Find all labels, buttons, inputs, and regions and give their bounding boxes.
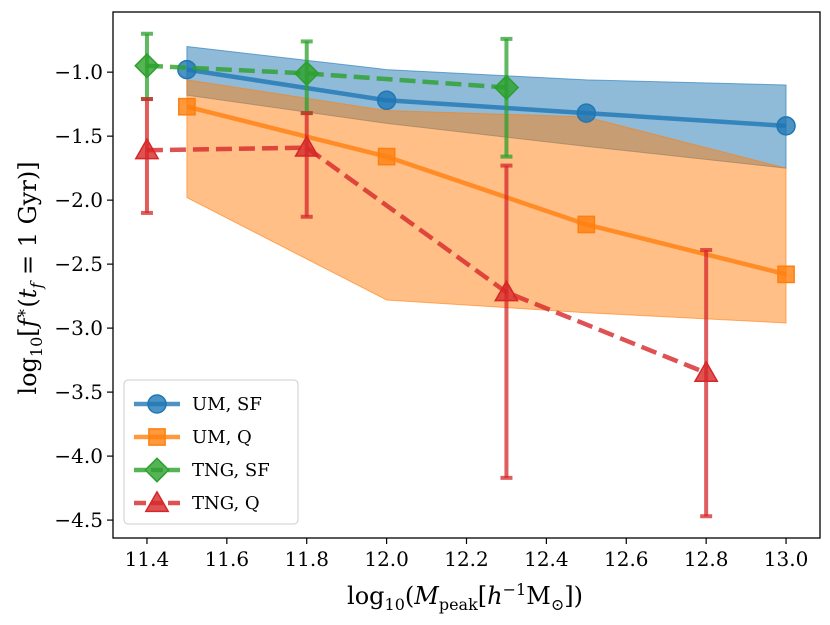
series-tng-q [134, 97, 719, 519]
marker-tng-sf [134, 52, 160, 79]
legend-label: TNG, Q [192, 493, 260, 514]
legend-marker [144, 490, 170, 513]
svg-text:log10(Mpeak[h−1M⊙]): log10(Mpeak[h−1M⊙]) [347, 580, 583, 614]
y-tick-label: −3.0 [54, 316, 103, 340]
legend-frame [123, 379, 299, 525]
y-tick-label: −2.5 [54, 252, 103, 276]
x-tick-label: 11.4 [125, 547, 170, 571]
marker-tng-sf [293, 60, 320, 87]
marker-tng-q [693, 360, 719, 383]
marker-um-q [577, 215, 596, 234]
marker-tng-sf [493, 74, 520, 101]
marker-um-sf [576, 103, 597, 123]
series-line-um-sf [186, 67, 787, 129]
x-tick-label: 11.8 [284, 547, 329, 571]
marker-tng-q [493, 279, 519, 302]
legend: UM, SF UM, Q TNG, SF TNG, Q [123, 379, 299, 525]
errorbar-tng-q [500, 163, 513, 480]
y-axis-label: log10[f∗(tf = 1 Gyr)] [12, 161, 46, 394]
y-tick-label: −3.5 [54, 380, 103, 404]
y-tick-label: −4.0 [54, 444, 103, 468]
y-tick-label: −1.5 [54, 124, 103, 148]
series-line-um-q [186, 104, 787, 277]
series-um-sf [177, 59, 796, 136]
x-tick-label: 13.0 [764, 547, 809, 571]
x-tick-label: 12.0 [364, 547, 409, 571]
x-tick-label: 12.6 [604, 547, 649, 571]
series-line-tng-sf [146, 63, 507, 90]
series-layer [134, 31, 796, 519]
x-tick-label: 12.4 [524, 547, 569, 571]
legend-marker [144, 457, 170, 483]
ticks-layer: 11.4 11.6 11.8 12.0 12.2 12.4 12.6 12.8 13.0 −1.0… [54, 60, 808, 571]
marker-tng-q [294, 134, 320, 157]
marker-tng-q [134, 137, 160, 160]
legend-marker [147, 394, 167, 414]
series-line-tng-q [146, 145, 708, 375]
legend-label: UM, SF [192, 394, 262, 415]
bands-layer [186, 45, 787, 324]
marker-um-q [777, 265, 795, 284]
x-axis-label: log10(Mpeak[h−1M⊙]) [347, 580, 583, 614]
legend-entry-um-sf: UM, SF [134, 394, 262, 415]
marker-um-q [178, 97, 196, 116]
x-tick-label: 12.8 [684, 547, 729, 571]
legend-entry-tng-sf: TNG, SF [134, 457, 270, 483]
y-tick-label: −4.5 [54, 508, 103, 532]
x-tick-label: 11.6 [205, 547, 250, 571]
errorbar-tng-q [300, 111, 313, 219]
svg-text:log10[f∗(tf = 1 Gyr)]: log10[f∗(tf = 1 Gyr)] [12, 161, 46, 394]
errorbar-tng-q [700, 248, 713, 519]
y-tick-label: −1.0 [54, 60, 103, 84]
series-tng-sf [134, 31, 520, 159]
marker-um-sf [776, 116, 796, 136]
series-um-q [178, 97, 795, 284]
marker-um-q [377, 147, 396, 166]
band-um-q [186, 79, 787, 324]
legend-entry-tng-q: TNG, Q [134, 490, 260, 514]
y-tick-label: −2.0 [54, 188, 103, 212]
legend-label: TNG, SF [192, 460, 270, 481]
legend-marker [148, 428, 166, 446]
legend-entry-um-q: UM, Q [134, 427, 252, 448]
x-tick-label: 12.2 [444, 547, 489, 571]
legend-label: UM, Q [192, 427, 252, 448]
marker-um-sf [376, 90, 397, 111]
